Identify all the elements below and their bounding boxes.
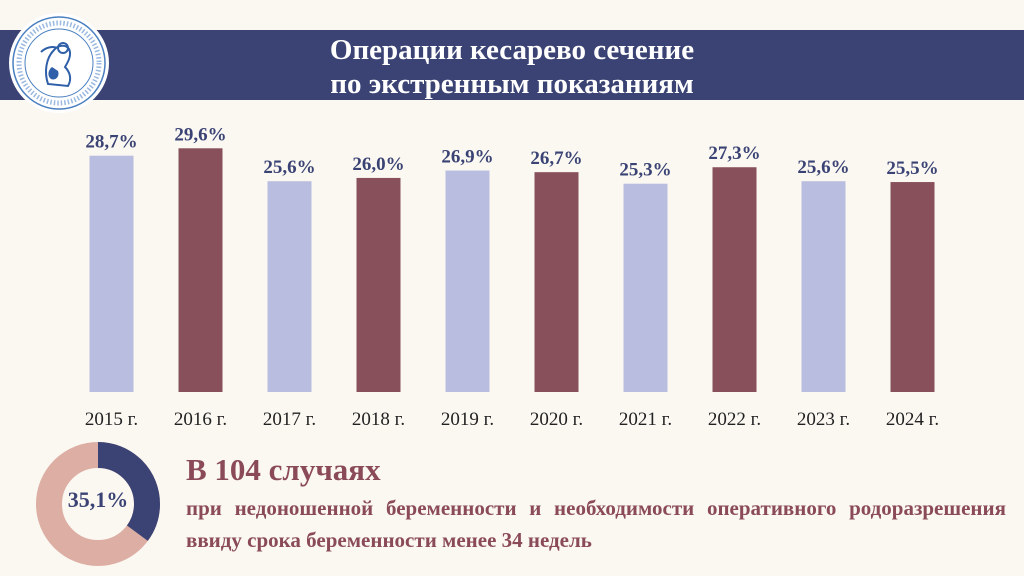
summary-text: при недоношенной беременности и необходи… xyxy=(186,496,1006,552)
bar-0 xyxy=(89,155,134,392)
value-label-9: 25,5% xyxy=(886,158,938,179)
bar-4 xyxy=(445,170,490,392)
value-label-6: 25,3% xyxy=(619,160,671,181)
donut-value-label: 35,1% xyxy=(67,487,129,512)
bar-8 xyxy=(801,181,846,392)
category-labels-group: 2015 г. 2016 г. 2017 г. 2018 г. 2019 г. 2020 … xyxy=(85,409,939,430)
bar-6 xyxy=(623,183,668,392)
bars-group xyxy=(89,148,935,392)
category-label-4: 2019 г. xyxy=(441,409,494,430)
value-label-1: 29,6% xyxy=(174,124,226,145)
category-label-9: 2024 г. xyxy=(886,409,939,430)
percentage-donut xyxy=(36,442,160,566)
category-label-6: 2021 г. xyxy=(619,409,672,430)
bar-2 xyxy=(267,181,312,392)
title-bar: Операции кесарево сечение по экстренным … xyxy=(0,30,1024,100)
bar-9 xyxy=(890,182,935,392)
value-label-8: 25,6% xyxy=(797,157,849,178)
category-label-7: 2022 г. xyxy=(708,409,761,430)
category-label-5: 2020 г. xyxy=(530,409,583,430)
page-title-line-1: Операции кесарево сечение xyxy=(329,34,695,66)
value-label-7: 27,3% xyxy=(708,143,760,164)
value-label-2: 25,6% xyxy=(263,157,315,178)
bar-7 xyxy=(712,167,757,392)
category-label-0: 2015 г. xyxy=(85,409,138,430)
value-label-5: 26,7% xyxy=(530,148,582,169)
value-labels-group: 28,7% 29,6% 25,6% 26,0% 26,9% 26,7% 25,3% 27,3%… xyxy=(85,124,938,180)
category-label-1: 2016 г. xyxy=(174,409,227,430)
page-title-line-2: по экстренным показаниям xyxy=(330,68,694,100)
category-label-3: 2018 г. xyxy=(352,409,405,430)
value-label-4: 26,9% xyxy=(441,147,493,168)
organization-logo xyxy=(9,13,109,113)
donut-highlight-segment xyxy=(36,442,160,566)
bar-chart: 28,7% 29,6% 25,6% 26,0% 26,9% 26,7% 25,3% 27,3%… xyxy=(85,124,939,430)
value-label-3: 26,0% xyxy=(352,154,404,175)
bar-1 xyxy=(178,148,223,392)
value-label-0: 28,7% xyxy=(85,132,137,153)
bar-5 xyxy=(534,172,579,392)
category-label-2: 2017 г. xyxy=(263,409,316,430)
category-label-8: 2023 г. xyxy=(797,409,850,430)
bar-3 xyxy=(356,177,401,392)
summary-headline: В 104 случаях xyxy=(186,452,381,487)
